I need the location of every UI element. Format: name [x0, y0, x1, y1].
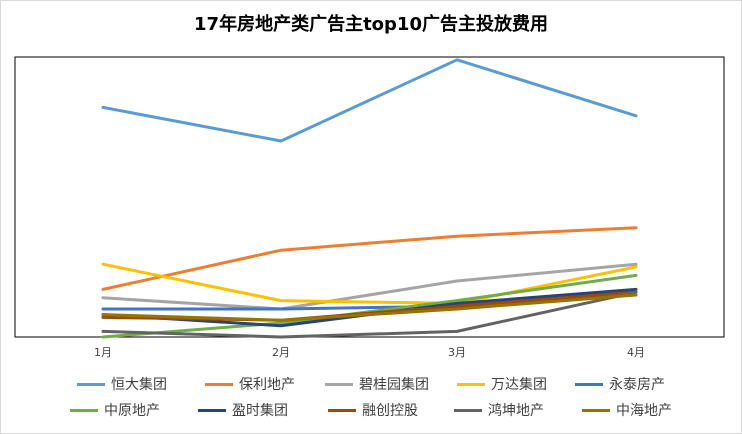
legend-label: 中海地产 — [616, 403, 672, 419]
legend-label: 融创控股 — [362, 403, 418, 419]
series-line — [101, 293, 638, 322]
legend-label: 保利地产 — [239, 377, 295, 393]
legend-label: 中原地产 — [104, 403, 160, 419]
legend-swatch — [325, 382, 353, 386]
legend-swatch — [198, 408, 226, 412]
series-line — [101, 262, 638, 305]
x-tick-label: 3月 — [448, 346, 466, 359]
legend-item: 恒大集团 — [77, 374, 167, 394]
series-line — [101, 290, 638, 339]
legend-label: 盈时集团 — [232, 403, 288, 419]
legend-item: 碧桂园集团 — [325, 374, 429, 394]
legend-swatch — [457, 382, 485, 386]
legend-label: 万达集团 — [491, 377, 547, 393]
legend-item: 盈时集团 — [198, 400, 288, 420]
chart-title: 17年房地产类广告主top10广告主投放费用 — [194, 14, 548, 35]
legend-swatch — [575, 382, 603, 386]
legend-swatch — [70, 408, 98, 412]
series-line — [101, 226, 638, 291]
legend-swatch — [582, 408, 610, 412]
legend-swatch — [77, 382, 105, 386]
legend-label: 恒大集团 — [111, 377, 167, 393]
legend-swatch — [454, 408, 482, 412]
legend-label: 碧桂园集团 — [359, 377, 429, 393]
legend-item: 融创控股 — [328, 400, 418, 420]
x-tick-label: 4月 — [627, 346, 645, 359]
legend-item: 保利地产 — [205, 374, 295, 394]
series-line — [101, 262, 638, 311]
legend-label: 鸿坤地产 — [488, 403, 544, 419]
x-tick-label: 1月 — [94, 346, 112, 359]
legend-swatch — [328, 408, 356, 412]
legend-item: 万达集团 — [457, 374, 547, 394]
legend-item: 鸿坤地产 — [454, 400, 544, 420]
plot-area-border — [14, 56, 725, 338]
series-line — [101, 58, 638, 143]
legend-item: 中原地产 — [70, 400, 160, 420]
legend-label: 永泰房产 — [609, 377, 665, 393]
legend-item: 中海地产 — [582, 400, 672, 420]
x-tick-label: 2月 — [272, 346, 290, 359]
legend-item: 永泰房产 — [575, 374, 665, 394]
legend-swatch — [205, 382, 233, 386]
legend-row-1: 恒大集团 保利地产 碧桂园集团 万达集团 永泰房产 — [0, 374, 742, 394]
legend-row-2: 中原地产 盈时集团 融创控股 鸿坤地产 中海地产 — [0, 400, 742, 420]
